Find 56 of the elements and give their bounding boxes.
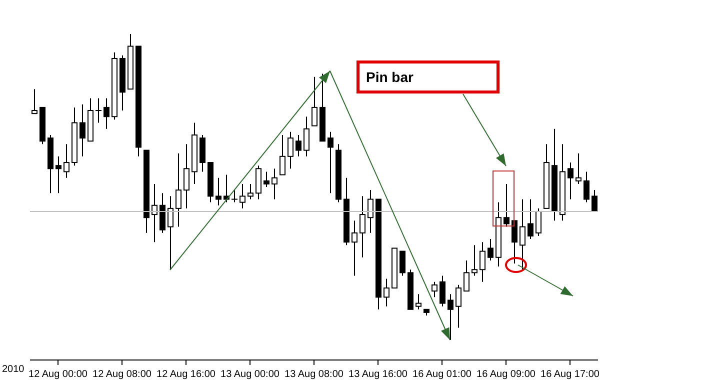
candlestick — [520, 198, 526, 270]
x-tick-label: 12 Aug 16:00 — [156, 369, 216, 380]
text: 2010 — [2, 364, 25, 375]
candlestick — [304, 116, 310, 157]
annotation: Pin bar — [366, 69, 414, 85]
candlestick — [216, 177, 222, 206]
candlestick — [352, 220, 358, 276]
candlestick — [432, 281, 438, 298]
candlestick — [472, 244, 478, 276]
candlestick — [504, 183, 510, 228]
candlestick — [240, 183, 246, 209]
candlestick — [168, 196, 174, 270]
candlestick — [64, 144, 70, 178]
x-tick-label: 16 Aug 09:00 — [476, 369, 536, 380]
x-tick-label: 12 Aug 00:00 — [28, 369, 88, 380]
candlestick — [104, 98, 110, 130]
candlestick — [176, 152, 182, 228]
candlestick — [440, 275, 446, 307]
candlestick — [296, 134, 302, 157]
candlestick — [80, 104, 86, 157]
candlestick — [488, 238, 494, 261]
x-tick-label: 16 Aug 17:00 — [540, 369, 600, 380]
candlestick — [280, 134, 286, 176]
candlestick — [264, 171, 270, 188]
candlestick — [576, 152, 582, 184]
candlestick — [528, 198, 534, 240]
candlestick — [456, 284, 462, 328]
candlestick — [368, 190, 374, 234]
candlestick — [464, 260, 470, 292]
candlestick — [384, 278, 390, 307]
candlestick — [152, 183, 158, 243]
candlestick — [232, 190, 238, 203]
candlestick — [592, 190, 598, 212]
candlestick — [448, 294, 454, 340]
candlestick — [584, 171, 590, 203]
candlestick — [536, 208, 542, 236]
x-tick-label: 13 Aug 08:00 — [284, 369, 344, 380]
candlestick — [248, 183, 254, 200]
x-tick-label: 13 Aug 16:00 — [348, 369, 408, 380]
candlestick — [312, 76, 318, 126]
candlestick — [328, 131, 334, 194]
x-tick-label: 16 Aug 01:00 — [412, 369, 472, 380]
candlestick — [96, 98, 102, 124]
candlestick — [400, 250, 406, 276]
candlestick — [288, 131, 294, 170]
candlestick — [184, 144, 190, 209]
x-tick-label: 13 Aug 00:00 — [220, 369, 280, 380]
x-tick-label: 12 Aug 08:00 — [92, 369, 152, 380]
candlestick — [480, 242, 486, 282]
candlestick — [360, 196, 366, 258]
candlestick — [272, 168, 278, 200]
candlestick — [56, 156, 62, 194]
candlestick — [32, 88, 38, 114]
candlestick — [512, 220, 518, 264]
candlestick — [568, 162, 574, 200]
candlestick — [416, 294, 422, 310]
